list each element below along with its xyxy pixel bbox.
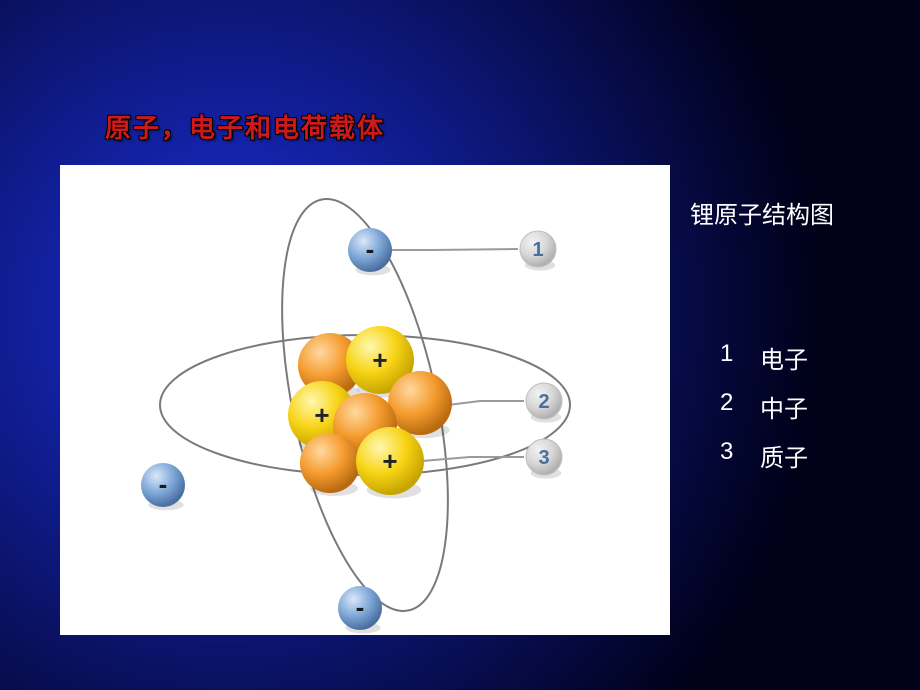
svg-text:-: - [356, 592, 365, 622]
svg-text:1: 1 [532, 239, 543, 261]
legend-label: 电子 [760, 340, 808, 375]
legend-num: 1 [720, 340, 760, 375]
svg-text:-: - [159, 469, 168, 499]
legend-label: 质子 [760, 438, 808, 473]
svg-text:3: 3 [538, 447, 549, 469]
svg-text:-: - [366, 234, 375, 264]
legend: 1 电子 2 中子 3 质子 [720, 340, 808, 487]
legend-row: 1 电子 [720, 340, 808, 375]
legend-num: 2 [720, 389, 760, 424]
legend-row: 2 中子 [720, 389, 808, 424]
svg-text:+: + [314, 400, 329, 430]
slide: 原子，电子和电荷载体 锂原子结构图 1 电子 2 中子 3 质子 + + + - - - 1… [0, 0, 920, 690]
legend-row: 3 质子 [720, 438, 808, 473]
svg-text:+: + [382, 446, 397, 476]
slide-subtitle: 锂原子结构图 [690, 195, 834, 230]
svg-text:2: 2 [538, 391, 549, 413]
svg-text:+: + [372, 345, 387, 375]
legend-num: 3 [720, 438, 760, 473]
slide-title: 原子，电子和电荷载体 [105, 108, 385, 145]
atom-svg: + + + - - - 1 2 3 [60, 165, 670, 635]
atom-diagram: + + + - - - 1 2 3 [60, 165, 670, 635]
legend-label: 中子 [760, 389, 808, 424]
